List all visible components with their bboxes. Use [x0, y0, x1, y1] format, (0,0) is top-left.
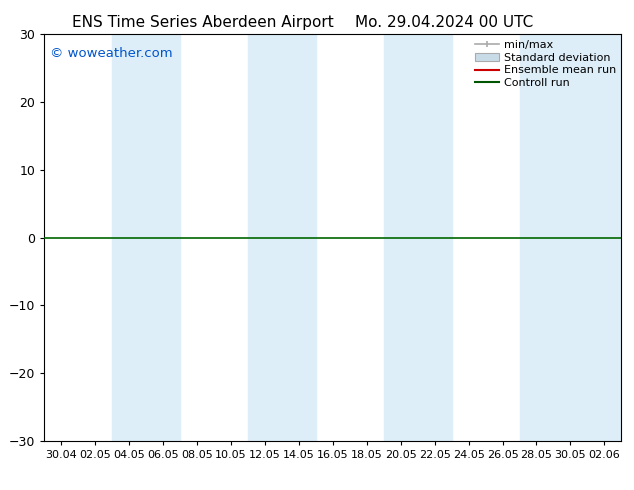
Text: ENS Time Series Aberdeen Airport: ENS Time Series Aberdeen Airport — [72, 15, 333, 30]
Bar — [248, 34, 316, 441]
Bar — [587, 34, 634, 441]
Legend: min/max, Standard deviation, Ensemble mean run, Controll run: min/max, Standard deviation, Ensemble me… — [472, 38, 618, 91]
Bar — [384, 34, 451, 441]
Bar — [112, 34, 180, 441]
Text: Mo. 29.04.2024 00 UTC: Mo. 29.04.2024 00 UTC — [354, 15, 533, 30]
Bar — [519, 34, 587, 441]
Text: © woweather.com: © woweather.com — [50, 47, 173, 59]
